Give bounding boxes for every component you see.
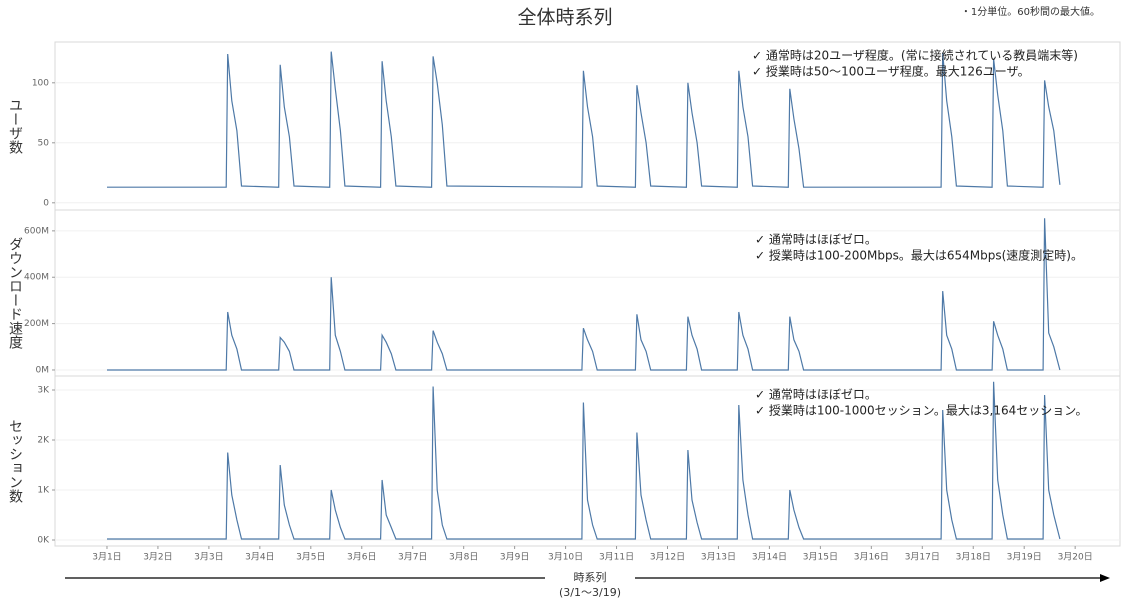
y-tick-label: 200M — [24, 319, 49, 329]
x-tick-label: 3月5日 — [296, 552, 325, 563]
y-tick-label: 0M — [36, 365, 50, 375]
x-axis-title: 時系列 — [574, 570, 607, 584]
x-tick-label: 3月18日 — [956, 552, 991, 563]
x-tick-label: 3月11日 — [599, 552, 634, 563]
y-tick-label: 0K — [37, 536, 50, 546]
panel-frame — [54, 209, 1121, 377]
series-line — [107, 51, 1061, 188]
x-tick-label: 3月4日 — [245, 552, 274, 563]
x-tick-label: 3月16日 — [854, 552, 889, 563]
x-tick-label: 3月19日 — [1007, 552, 1042, 563]
y-tick-label: 3K — [37, 386, 50, 396]
x-tick-label: 3月13日 — [701, 552, 736, 563]
x-axis-subtitle: (3/1～3/19) — [559, 586, 621, 599]
annotation: ✓ 授業時は50～100ユーザ程度。最大126ユーザ。 — [752, 64, 1030, 79]
y-tick-label: 0 — [43, 198, 49, 208]
series-line — [107, 218, 1061, 371]
x-tick-label: 3月14日 — [752, 552, 787, 563]
y-tick-label: 100 — [32, 78, 49, 88]
x-tick-label: 3月10日 — [548, 552, 583, 563]
y-tick-label: 1K — [37, 486, 50, 496]
arrow-head — [1100, 574, 1110, 582]
x-tick-label: 3月15日 — [803, 552, 838, 563]
x-tick-label: 3月12日 — [650, 552, 685, 563]
y-axis-title: ダウンロード速度 — [7, 237, 23, 349]
series-line — [107, 381, 1061, 540]
panel-frame — [54, 375, 1121, 547]
y-axis-title: ユーザ数 — [7, 98, 23, 154]
annotation: ✓ 通常時はほぼゼロ。 — [755, 388, 877, 402]
annotation: ✓ 通常時はほぼゼロ。 — [755, 233, 877, 247]
x-tick-label: 3月9日 — [500, 552, 529, 563]
annotation: ✓ 通常時は20ユーザ程度。(常に接続されている教員端末等) — [752, 48, 1078, 63]
x-tick-label: 3月2日 — [143, 552, 172, 563]
x-tick-label: 3月20日 — [1058, 552, 1093, 563]
annotation: ✓ 授業時は100-200Mbps。最大は654Mbps(速度測定時)。 — [755, 248, 1083, 263]
y-tick-label: 600M — [24, 226, 49, 236]
x-tick-label: 3月6日 — [347, 552, 376, 563]
x-tick-label: 3月8日 — [449, 552, 478, 563]
x-tick-label: 3月7日 — [398, 552, 427, 563]
x-tick-label: 3月3日 — [194, 552, 223, 563]
x-tick-label: 3月17日 — [905, 552, 940, 563]
note: ・1分単位。60秒間の最大値。 — [961, 5, 1100, 18]
y-tick-label: 400M — [24, 273, 49, 283]
chart-title: 全体時系列 — [517, 7, 612, 29]
x-tick-label: 3月1日 — [92, 552, 121, 563]
y-tick-label: 2K — [37, 436, 50, 446]
y-tick-label: 50 — [38, 138, 50, 148]
y-axis-title: セッション数 — [7, 419, 23, 503]
annotation: ✓ 授業時は100-1000セッション。最大は3,164セッション。 — [755, 403, 1088, 418]
